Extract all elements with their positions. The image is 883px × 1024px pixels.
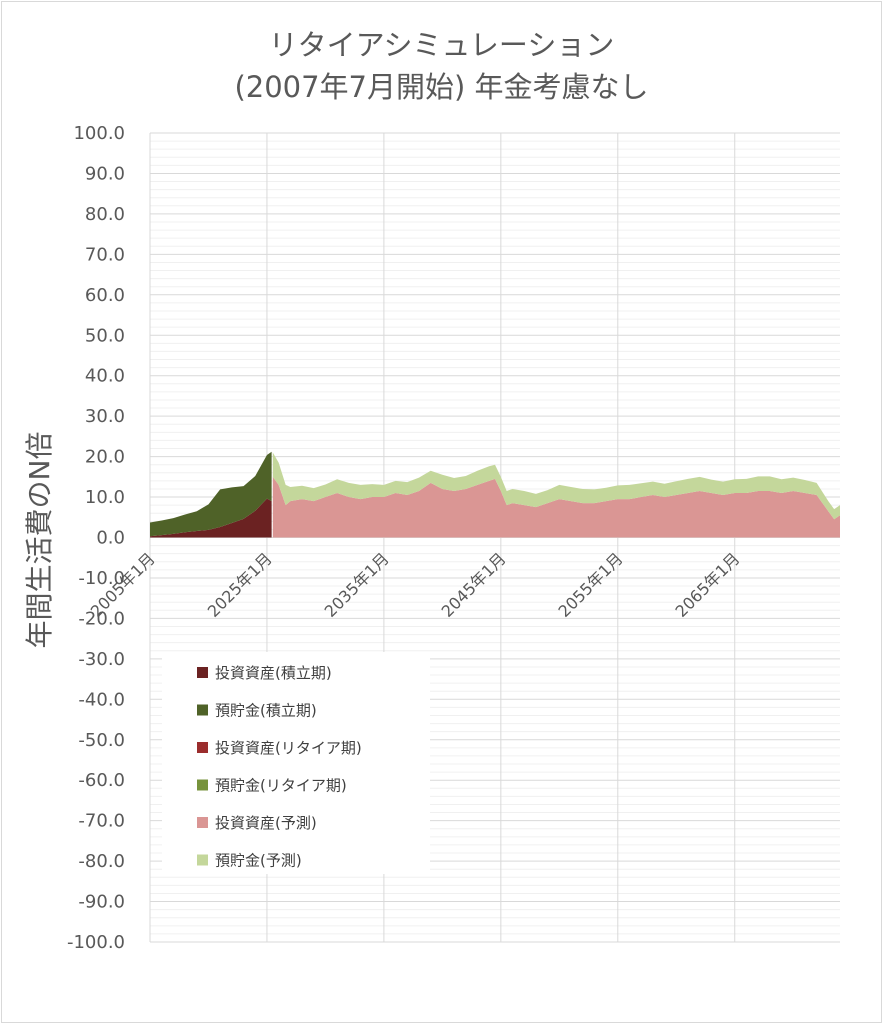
- y-tick-label: 0.0: [96, 528, 125, 549]
- y-tick-label: 60.0: [85, 285, 125, 306]
- y-tick-label: 20.0: [85, 447, 125, 468]
- legend-entry: 投資資産(リタイア期): [215, 739, 362, 757]
- y-tick-label: 80.0: [85, 204, 125, 225]
- chart-title: リタイアシミュレーション (2007年7月開始) 年金考慮なし: [0, 24, 883, 108]
- y-tick-label: 100.0: [73, 123, 125, 144]
- y-tick-label: -40.0: [78, 689, 125, 710]
- chart-title-line1: リタイアシミュレーション: [268, 28, 615, 62]
- area-series-預貯金-積立期-: [150, 451, 272, 537]
- y-tick-label: 70.0: [85, 244, 125, 265]
- y-tick-label: 40.0: [85, 366, 125, 387]
- y-tick-label: -20.0: [78, 608, 125, 629]
- y-axis-ticks: 100.0 90.0 80.0 70.0 60.0 50.0 40.0 30.0 20.0 10.…: [67, 123, 125, 953]
- legend-swatch: [197, 742, 208, 753]
- y-tick-label: -100.0: [67, 932, 125, 953]
- data-areas: [150, 451, 840, 538]
- y-tick-label: 90.0: [85, 163, 125, 184]
- legend-entry: 投資資産(予測): [215, 814, 317, 832]
- legend-swatch: [197, 854, 208, 866]
- legend-swatch: [197, 817, 208, 828]
- y-tick-label: -10.0: [78, 568, 125, 589]
- y-tick-label: -80.0: [78, 851, 125, 872]
- minor-gridlines: [150, 140, 840, 935]
- y-tick-label: -70.0: [78, 811, 125, 832]
- legend-entry: 預貯金(積立期): [215, 702, 317, 720]
- y-tick-label: -60.0: [78, 770, 125, 791]
- area-series-投資資産-積立期-: [150, 498, 272, 538]
- area-series-投資資産-予測-: [272, 476, 840, 538]
- y-tick-label: 30.0: [85, 406, 125, 427]
- legend-entry: 投資資産(積立期): [215, 664, 332, 682]
- legend-background: [162, 652, 430, 874]
- y-tick-label: 10.0: [85, 487, 125, 508]
- legend-swatch: [197, 704, 208, 716]
- legend-entry: 預貯金(リタイア期): [215, 777, 347, 795]
- legend-entry: 預貯金(予測): [215, 852, 302, 870]
- y-axis-label: 年間生活費のN倍: [23, 432, 56, 649]
- legend-swatch: [197, 667, 208, 678]
- y-tick-label: -30.0: [78, 649, 125, 670]
- y-tick-label: -90.0: [78, 892, 125, 913]
- legend: 投資資産(積立期) 預貯金(積立期) 投資資産(リタイア期) 預貯金(リタイア期) 投資…: [162, 652, 430, 874]
- y-tick-label: 50.0: [85, 325, 125, 346]
- chart-title-line2: (2007年7月開始) 年金考慮なし: [234, 70, 649, 104]
- legend-swatch: [197, 779, 208, 791]
- area-series-預貯金-予測-: [272, 452, 840, 520]
- y-tick-label: -50.0: [78, 730, 125, 751]
